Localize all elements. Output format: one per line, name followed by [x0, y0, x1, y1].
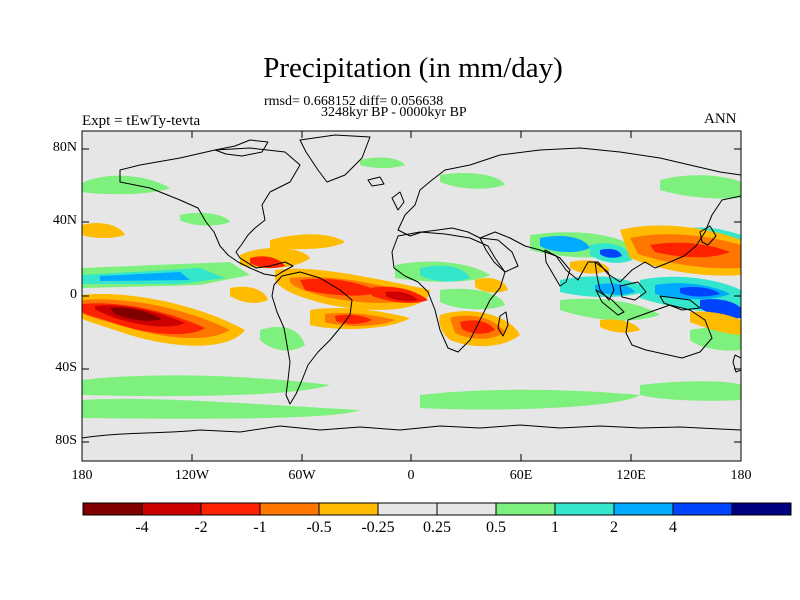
- coastline-madagascar: [497, 311, 509, 337]
- colorbar-label: -0.5: [306, 519, 332, 536]
- anomaly-patch: [600, 319, 640, 333]
- anomaly-patch: [420, 389, 640, 410]
- colorbar-swatch: [554, 502, 615, 516]
- coastline-australia: [625, 304, 713, 359]
- colorbar-label: -2: [194, 519, 208, 536]
- anomaly-patch: [335, 314, 372, 324]
- coastline-greenland: [299, 134, 371, 183]
- coastline-japan: [699, 225, 717, 246]
- anomaly-patch: [300, 278, 380, 296]
- lon-tick-label: 120E: [616, 468, 646, 483]
- anomaly-patch: [110, 307, 162, 321]
- colorbar-label: 0.25: [423, 519, 451, 536]
- coastline-north-america: [119, 147, 301, 277]
- anomaly-patch: [595, 283, 635, 295]
- coastlines: [82, 134, 741, 439]
- stats-line: rmsd= 0.668152 diff= 0.056638: [264, 94, 444, 109]
- period-line: 3248kyr BP - 0000kyr BP: [321, 105, 467, 120]
- axis-ticks: [82, 131, 741, 461]
- coastline-india: [544, 249, 571, 287]
- coastline-sumatra: [595, 289, 625, 316]
- coastline-europe-asia: [397, 147, 741, 283]
- colorbar-swatch: [436, 502, 497, 516]
- anomaly-patch: [82, 223, 125, 239]
- anomaly-patch: [440, 288, 505, 310]
- coastline-new-zealand: [732, 354, 741, 373]
- anomaly-patch: [420, 265, 470, 282]
- anomaly-patch: [100, 272, 190, 281]
- anomaly-patch: [540, 236, 590, 253]
- colorbar-label: -0.25: [361, 519, 395, 536]
- lat-tick-label: 0: [70, 287, 77, 302]
- colorbar-swatch: [318, 502, 379, 516]
- colorbar-label: 4: [669, 519, 677, 536]
- colorbar: [82, 502, 792, 516]
- anomaly-patch: [660, 175, 741, 199]
- colorbar-label: -1: [253, 519, 267, 536]
- colorbar-label: 0.5: [486, 519, 506, 536]
- coastline-arabia: [479, 237, 519, 273]
- colorbar-swatch: [82, 502, 143, 516]
- anomaly-field: [82, 157, 741, 419]
- season-label: ANN: [704, 111, 737, 127]
- coastline-southeast-asia: [594, 261, 615, 301]
- anomaly-patch: [650, 242, 730, 258]
- anomaly-patch: [640, 381, 741, 401]
- colorbar-label: -4: [135, 519, 149, 536]
- coastline-south-america: [271, 271, 353, 405]
- anomaly-patch: [600, 248, 622, 258]
- lat-tick-label: 80S: [55, 433, 77, 448]
- coastline-antarctica: [82, 424, 741, 439]
- colorbar-swatch: [141, 502, 202, 516]
- lon-tick-label: 60E: [509, 468, 533, 483]
- anomaly-patch: [360, 157, 405, 169]
- lon-tick-label: 60W: [288, 468, 316, 483]
- colorbar-label: 2: [610, 519, 618, 536]
- anomaly-patch: [230, 286, 268, 303]
- colorbar-swatch: [731, 502, 792, 516]
- anomaly-patch: [250, 256, 285, 269]
- lon-tick-label: 120W: [174, 468, 210, 483]
- colorbar-swatch: [613, 502, 674, 516]
- anomaly-patch: [180, 212, 230, 226]
- anomaly-patch: [690, 327, 741, 351]
- experiment-label: Expt = tEwTy-tevta: [82, 113, 201, 129]
- lon-tick-label: 180: [730, 468, 752, 483]
- anomaly-patch: [270, 234, 345, 250]
- coastline-british-isles: [391, 191, 405, 211]
- anomaly-patch: [690, 311, 741, 335]
- lat-tick-label: 80N: [52, 140, 77, 155]
- lat-tick-label: 40S: [55, 360, 77, 375]
- coastline-borneo: [619, 281, 647, 301]
- anomaly-patch: [460, 320, 495, 334]
- colorbar-label: 1: [551, 519, 559, 536]
- coastline-iceland: [367, 176, 385, 187]
- anomaly-patch: [440, 173, 505, 189]
- colorbar-swatch: [672, 502, 733, 516]
- anomaly-patch: [82, 375, 330, 397]
- coastline-new-guinea: [659, 295, 701, 311]
- lon-tick-label: 0: [407, 468, 415, 483]
- anomaly-patch: [385, 291, 418, 301]
- colorbar-swatch: [200, 502, 261, 516]
- anomaly-patch: [680, 286, 720, 297]
- anomaly-patch: [560, 298, 660, 321]
- coastline-arctic-islands: [214, 139, 269, 157]
- page-title: Precipitation (in mm/day): [263, 52, 563, 84]
- lon-tick-label: 180: [71, 468, 93, 483]
- anomaly-patch: [82, 175, 170, 195]
- coastline-africa: [391, 231, 506, 353]
- colorbar-swatch: [377, 502, 438, 516]
- anomaly-patch: [260, 326, 305, 351]
- lat-tick-label: 40N: [52, 213, 77, 228]
- anomaly-patch: [82, 398, 360, 419]
- colorbar-swatch: [259, 502, 320, 516]
- colorbar-swatch: [495, 502, 556, 516]
